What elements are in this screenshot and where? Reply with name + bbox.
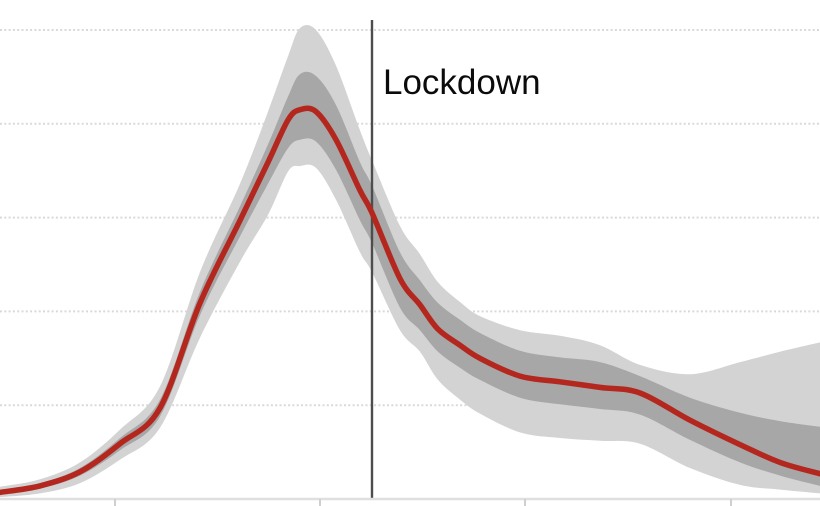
median-line [0,105,820,496]
x-axis-ticks [114,499,732,506]
lockdown-label: Lockdown [383,63,541,102]
